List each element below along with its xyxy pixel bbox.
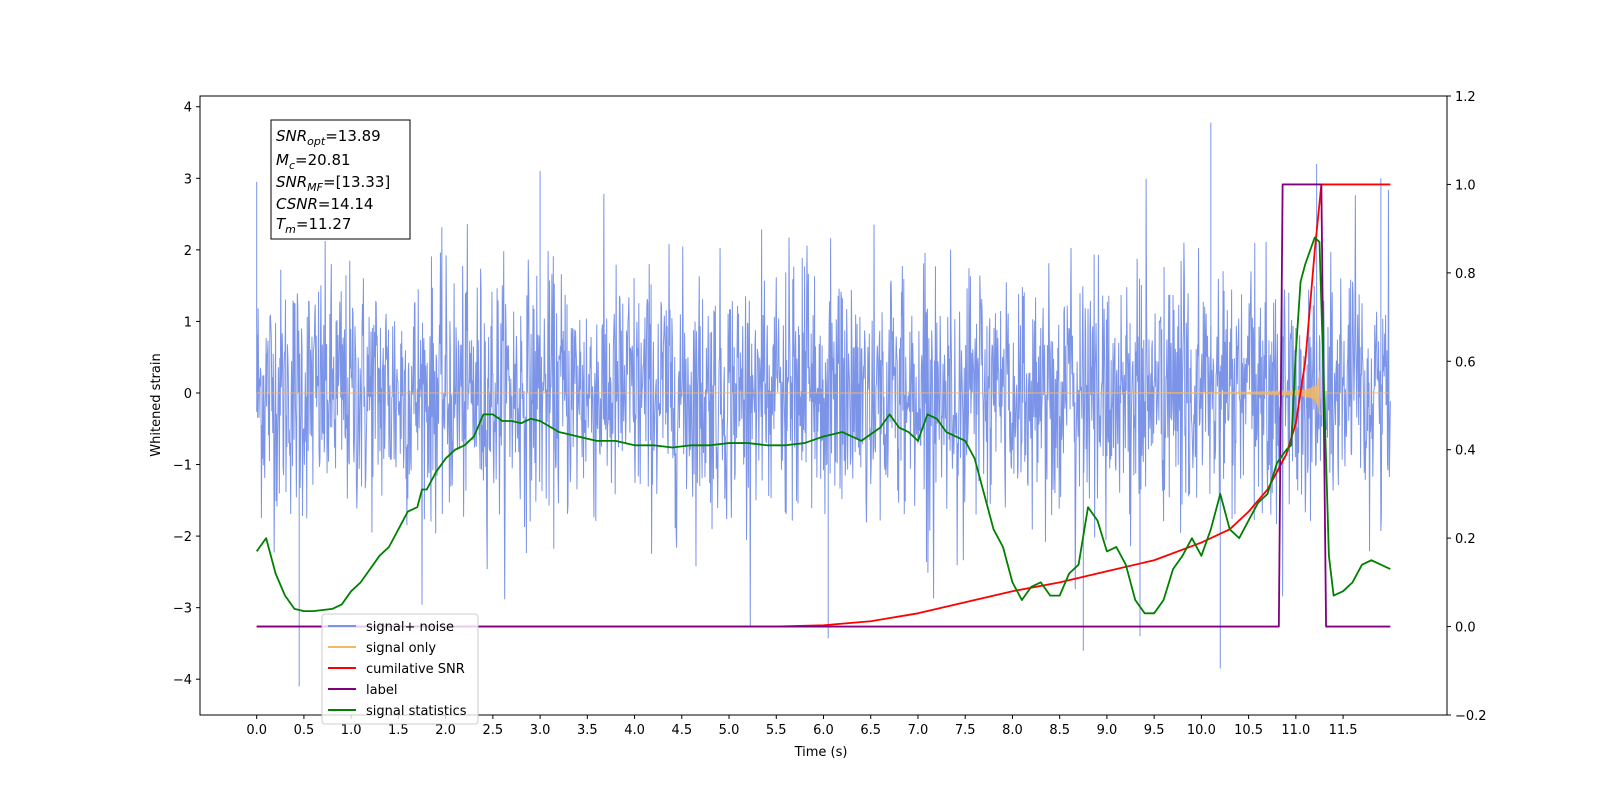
x-axis-label: Time (s) bbox=[794, 745, 848, 760]
annotation-snr-mf: SNRMF=[13.33] bbox=[276, 173, 390, 194]
x-tick-label: 9.0 bbox=[1097, 723, 1118, 738]
x-tick-label: 6.0 bbox=[813, 723, 834, 738]
x-tick-label: 3.5 bbox=[577, 723, 598, 738]
y2-tick-label: 0.8 bbox=[1455, 267, 1476, 282]
x-tick-label: 4.0 bbox=[624, 723, 645, 738]
series-signal-only bbox=[256, 371, 1391, 415]
annotation-csnr: CSNR=14.14 bbox=[276, 195, 373, 213]
series-cumulative-snr bbox=[256, 183, 1391, 628]
y-tick-label: 1 bbox=[184, 315, 192, 330]
x-tick-label: 4.5 bbox=[671, 723, 692, 738]
legend-signal-only: signal only bbox=[366, 641, 436, 656]
x-tick-label: 10.0 bbox=[1187, 723, 1216, 738]
y2-tick-label: 0.4 bbox=[1455, 444, 1476, 459]
y-axis-right: 1.2 1.0 0.8 0.6 0.4 0.2 0.0 −0.2 bbox=[1447, 90, 1487, 724]
x-tick-label: 0.5 bbox=[294, 723, 315, 738]
legend-label: label bbox=[366, 683, 397, 698]
y2-tick-label: 0.6 bbox=[1455, 355, 1476, 370]
x-tick-label: 3.0 bbox=[530, 723, 551, 738]
y-tick-label: −2 bbox=[173, 530, 192, 545]
y-tick-label: 0 bbox=[184, 387, 192, 402]
x-tick-label: 2.5 bbox=[483, 723, 504, 738]
legend-signal-noise: signal+ noise bbox=[366, 620, 454, 635]
series-label bbox=[256, 183, 1391, 628]
y2-tick-label: 0.2 bbox=[1455, 532, 1476, 547]
y-tick-label: −3 bbox=[173, 602, 192, 617]
series-layer bbox=[255, 122, 1391, 687]
y-tick-label: 3 bbox=[184, 172, 192, 187]
annotation-mc: Mc=20.81 bbox=[276, 151, 351, 172]
x-tick-label: 7.0 bbox=[908, 723, 929, 738]
legend-cumulative-snr: cumilative SNR bbox=[366, 662, 465, 677]
x-tick-label: 0.0 bbox=[246, 723, 267, 738]
x-tick-label: 6.5 bbox=[860, 723, 881, 738]
y-axis-left: 4 3 2 1 0 −1 −2 −3 −4 bbox=[173, 101, 200, 688]
annotation-tm: Tm=11.27 bbox=[276, 215, 351, 236]
x-tick-label: 5.0 bbox=[719, 723, 740, 738]
y2-tick-label: 0.0 bbox=[1455, 621, 1476, 636]
x-tick-label: 8.5 bbox=[1049, 723, 1070, 738]
y-tick-label: 2 bbox=[184, 244, 192, 259]
x-tick-label: 9.5 bbox=[1144, 723, 1165, 738]
y2-tick-label: 1.0 bbox=[1455, 178, 1476, 193]
x-tick-label: 11.5 bbox=[1329, 723, 1358, 738]
x-tick-label: 10.5 bbox=[1234, 723, 1263, 738]
y-axis-label: Whitened strain bbox=[149, 353, 164, 456]
x-tick-label: 11.0 bbox=[1281, 723, 1310, 738]
y-tick-label: 4 bbox=[184, 101, 192, 116]
x-tick-label: 8.0 bbox=[1002, 723, 1023, 738]
y-tick-label: −4 bbox=[173, 673, 192, 688]
x-tick-label: 1.5 bbox=[388, 723, 409, 738]
x-axis: 0.0 0.5 1.0 1.5 2.0 2.5 3.0 3.5 4.0 4.5 5.0 5.5 6.0 6… bbox=[246, 715, 1358, 738]
annotation-snr-opt: SNRopt=13.89 bbox=[276, 127, 381, 148]
y2-tick-label: −0.2 bbox=[1455, 709, 1487, 724]
annotation-box: SNRopt=13.89 Mc=20.81 SNRMF=[13.33] CSNR… bbox=[270, 119, 411, 240]
x-tick-label: 2.0 bbox=[435, 723, 456, 738]
legend-signal-statistics: signal statistics bbox=[366, 704, 467, 719]
y-tick-label: −1 bbox=[173, 459, 192, 474]
y2-tick-label: 1.2 bbox=[1455, 90, 1476, 105]
series-signal-noise bbox=[256, 178, 1391, 628]
x-tick-label: 5.5 bbox=[766, 723, 787, 738]
x-tick-label: 7.5 bbox=[955, 723, 976, 738]
series-signal-statistics bbox=[255, 236, 1391, 615]
x-tick-label: 1.0 bbox=[341, 723, 362, 738]
legend: signal+ noise signal only cumilative SNR… bbox=[321, 613, 479, 725]
